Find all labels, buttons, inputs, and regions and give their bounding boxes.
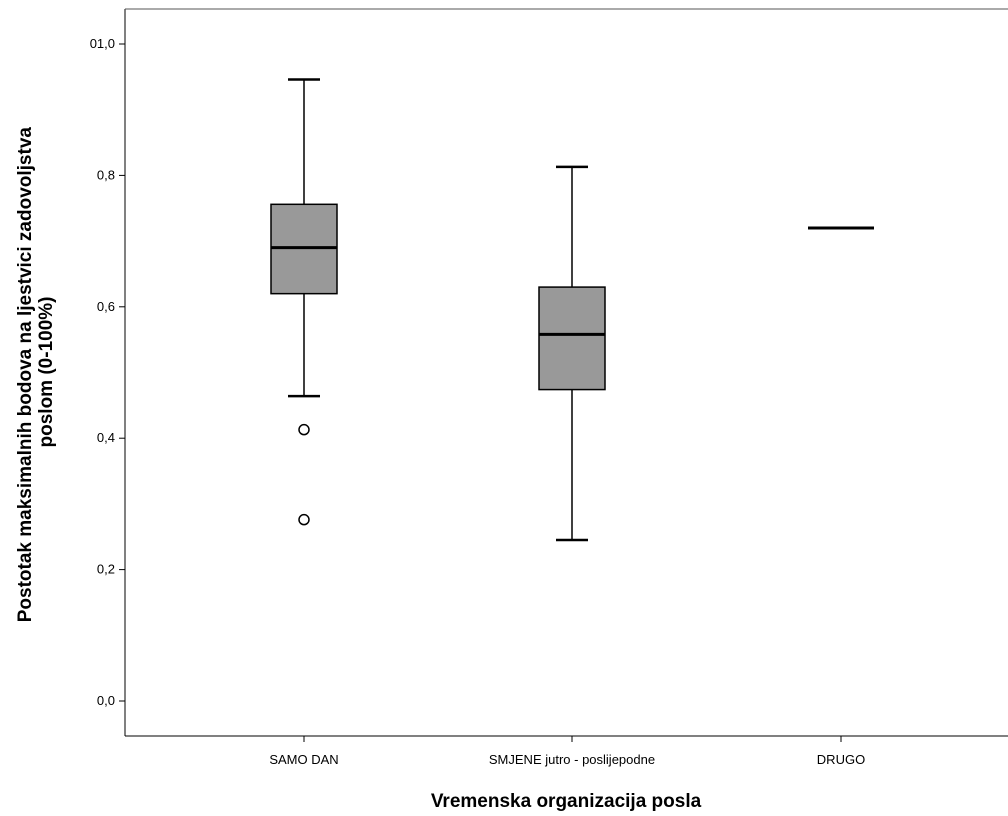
y-tick-label: 01,0 — [90, 36, 115, 51]
y-axis-title-line-1: Postotak maksimalnih bodova na ljestvici… — [15, 127, 36, 623]
y-tick-label: 0,0 — [97, 693, 115, 708]
box-group — [270, 78, 338, 526]
y-axis-title: Postotak maksimalnih bodova na ljestvici… — [15, 122, 57, 623]
y-tick-label: 0,6 — [97, 299, 115, 314]
x-axis-ticks: SAMO DAN SMJENE jutro - poslijepodne DRUGO — [269, 736, 865, 767]
y-tick-label: 0,4 — [97, 430, 115, 445]
x-tick-label: DRUGO — [817, 752, 865, 767]
outlier-point — [298, 423, 310, 436]
outlier-point — [298, 513, 310, 526]
y-axis-ticks: 0,0 0,2 0,4 0,6 0,8 01,0 — [90, 36, 125, 708]
y-axis-title-line-2: poslom (0-100%) — [36, 297, 57, 448]
x-tick-label: SAMO DAN — [269, 752, 338, 767]
y-tick-label: 0,8 — [97, 167, 115, 182]
iqr-box — [538, 286, 606, 391]
x-axis-title: Vremenska organizacija posla — [431, 791, 702, 812]
boxes — [270, 78, 874, 542]
x-tick-label: SMJENE jutro - poslijepodne — [489, 752, 655, 767]
box-group — [538, 165, 606, 542]
y-tick-label: 0,2 — [97, 562, 115, 577]
plot-frame — [124, 8, 1008, 737]
